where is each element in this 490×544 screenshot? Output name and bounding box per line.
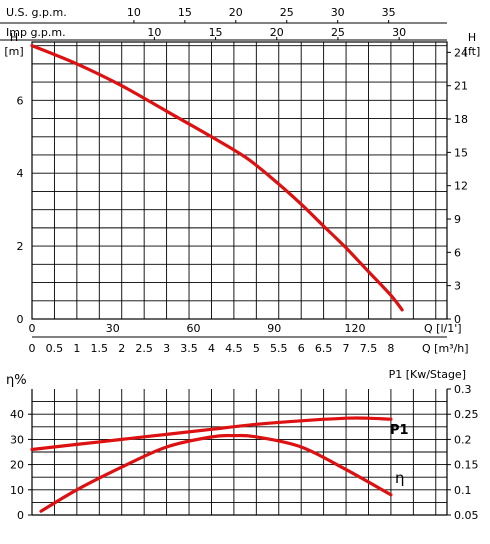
head-right-axis-label: H: [468, 31, 476, 44]
us-gpm-tick-label: 10: [127, 6, 141, 19]
flow-m3h-tick-label: 7: [343, 342, 350, 355]
power-tick-label: 0.1: [454, 484, 472, 497]
efficiency-tick-label: 20: [10, 459, 24, 472]
flow-m3h-axis-label: Q [m³/h]: [422, 342, 469, 355]
efficiency-tick-label: 0: [17, 509, 24, 522]
head-ft-tick-label: 3: [454, 280, 461, 293]
head-ft-tick-label: 21: [454, 80, 468, 93]
flow-m3h-tick-label: 8: [387, 342, 394, 355]
imp-gpm-tick-label: 25: [331, 26, 345, 39]
curve-series: [30, 44, 404, 513]
efficiency-chart-frame: [0, 22, 448, 516]
flow-m3h-tick-label: 1.5: [91, 342, 109, 355]
head-left-axis-label: H: [10, 31, 18, 44]
head-ft-tick-label: 12: [454, 180, 468, 193]
us-gpm-tick-label: 20: [229, 6, 243, 19]
flow-m3h-tick-label: 4.5: [225, 342, 243, 355]
power-tick-label: 0.2: [454, 433, 472, 446]
efficiency-curve: [39, 433, 393, 513]
head-chart-frame: [31, 41, 448, 320]
flow-lpm-tick-label: 0: [29, 322, 36, 335]
flow-m3h-tick-label: 0: [29, 342, 36, 355]
imp-gpm-tick-label: 30: [392, 26, 406, 39]
flow-lpm-tick-label: 30: [106, 322, 120, 335]
flow-m3h-tick-label: 0.5: [46, 342, 64, 355]
head-chart-grid: [32, 42, 447, 319]
imp-gpm-tick-label: 10: [147, 26, 161, 39]
efficiency-tick-label: 30: [10, 433, 24, 446]
us-gpm-tick-label: 25: [280, 6, 294, 19]
flow-m3h-tick-label: 6.5: [315, 342, 333, 355]
efficiency-tick-label: 10: [10, 484, 24, 497]
flow-m3h-tick-label: 6: [298, 342, 305, 355]
power-tick-label: 0.3: [454, 383, 472, 396]
flow-lpm-tick-label: 90: [267, 322, 281, 335]
flow-m3h-tick-label: 7.5: [360, 342, 378, 355]
axis-labels: U.S. g.p.m. Imp g.p.m. H [m] H [ft] Q [l…: [4, 6, 480, 487]
flow-m3h-tick-label: 2.5: [135, 342, 153, 355]
head-ft-tick-label: 15: [454, 146, 468, 159]
head-m-tick-label: 2: [17, 240, 24, 253]
efficiency-tick-label: 40: [10, 408, 24, 421]
flow-m3h-tick-label: 5.5: [270, 342, 288, 355]
head-ft-tick-label: 0: [454, 313, 461, 326]
us-gpm-axis-label: U.S. g.p.m.: [6, 6, 67, 19]
efficiency-chart-grid: [32, 389, 447, 515]
head-m-tick-label: 4: [17, 167, 24, 180]
efficiency-series-label: η: [395, 469, 405, 487]
p1-series-label: P1: [390, 423, 409, 438]
imp-gpm-axis-label: Imp g.p.m.: [6, 26, 66, 39]
power-tick-label: 0.05: [454, 509, 479, 522]
power-tick-label: 0.25: [454, 408, 479, 421]
us-gpm-tick-label: 15: [178, 6, 192, 19]
flow-lpm-axis-label: Q [l/1']: [424, 322, 462, 335]
power-tick-label: 0.15: [454, 459, 479, 472]
head-left-axis-unit: [m]: [4, 45, 23, 58]
flow-lpm-tick-label: 120: [345, 322, 366, 335]
head-ft-tick-label: 24: [454, 46, 468, 59]
head-m-tick-label: 0: [17, 313, 24, 326]
head-ft-tick-label: 18: [454, 113, 468, 126]
power-axis-label: P1 [Kw/Stage]: [389, 368, 466, 381]
imp-gpm-tick-label: 15: [209, 26, 223, 39]
head-right-axis-unit: [ft]: [464, 45, 481, 58]
flow-lpm-tick-label: 60: [187, 322, 201, 335]
us-gpm-tick-label: 30: [331, 6, 345, 19]
flow-m3h-tick-label: 4: [208, 342, 215, 355]
head-ft-tick-label: 9: [454, 213, 461, 226]
efficiency-axis-label: η%: [6, 373, 27, 388]
head-m-tick-label: 6: [17, 94, 24, 107]
head-ft-tick-label: 6: [454, 246, 461, 259]
p1-power-curve: [30, 416, 393, 452]
head-curve: [30, 44, 404, 312]
flow-m3h-tick-label: 3.5: [180, 342, 198, 355]
us-gpm-tick-label: 35: [382, 6, 396, 19]
flow-m3h-tick-label: 5: [253, 342, 260, 355]
imp-gpm-tick-label: 20: [270, 26, 284, 39]
head-plot-frame: [31, 41, 448, 320]
flow-m3h-tick-label: 1: [73, 342, 80, 355]
flow-m3h-tick-label: 2: [118, 342, 125, 355]
flow-m3h-tick-label: 3: [163, 342, 170, 355]
